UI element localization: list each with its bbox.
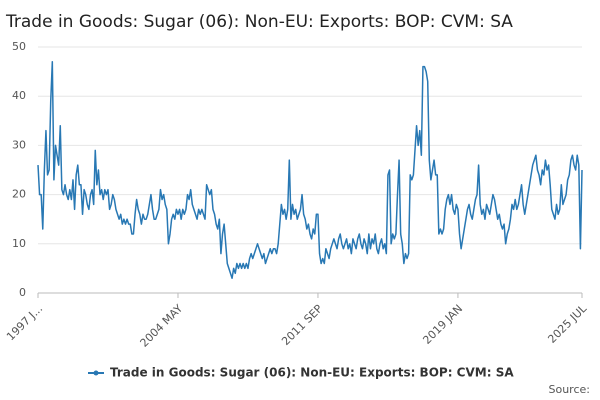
x-tick-label: 2011 SEP [279, 302, 325, 348]
x-tick-label: 1997 J... [4, 302, 45, 343]
source: Source: [549, 383, 591, 396]
y-tick-label: 0 [19, 286, 26, 299]
data-line [37, 61, 583, 279]
y-tick-label: 40 [12, 89, 26, 102]
y-tick-label: 30 [12, 138, 26, 151]
y-tick-label: 20 [12, 188, 26, 201]
y-tick-label: 10 [12, 237, 26, 250]
y-tick-label: 50 [12, 40, 26, 53]
x-tick-label: 2004 MAY [138, 302, 186, 350]
legend-label: Trade in Goods: Sugar (06): Non-EU: Expo… [110, 366, 514, 380]
legend-marker [93, 370, 99, 376]
x-tick-label: 2025 JUL [545, 301, 589, 345]
x-tick-label: 2019 JAN [420, 302, 465, 347]
chart-title: Trade in Goods: Sugar (06): Non-EU: Expo… [5, 12, 513, 32]
